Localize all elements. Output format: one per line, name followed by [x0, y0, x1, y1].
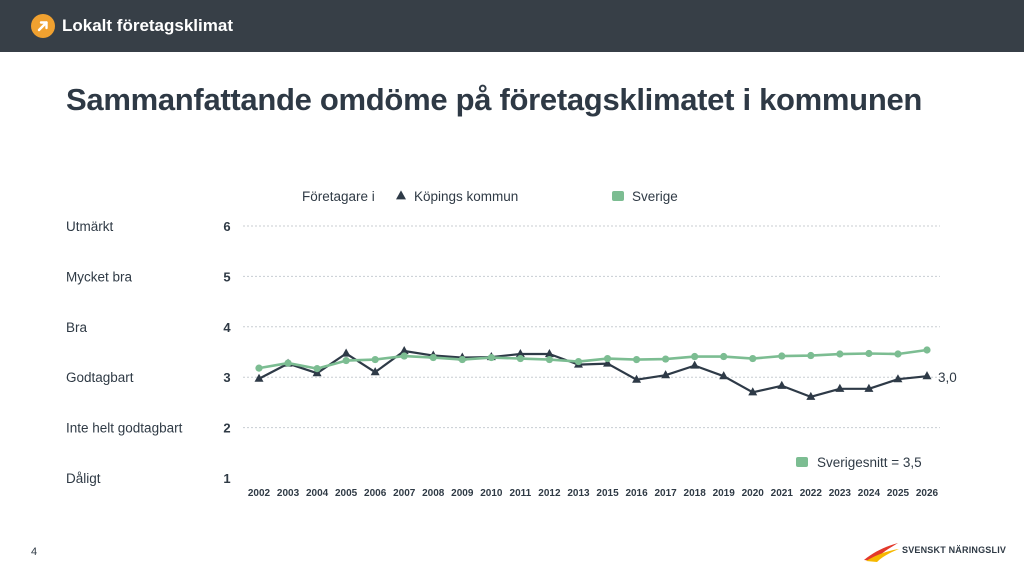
- x-tick-label: 2020: [742, 488, 765, 499]
- y-tick-label: 1: [223, 471, 230, 486]
- legend-prefix: Företagare i: [302, 189, 375, 204]
- page-number: 4: [31, 546, 38, 558]
- data-point-kommun: [661, 370, 671, 379]
- reference-label: Sverigesnitt = 3,5: [817, 455, 922, 470]
- x-tick-label: 2012: [538, 488, 561, 499]
- y-tick-label: 2: [223, 421, 230, 436]
- data-point-sverige: [603, 354, 612, 363]
- data-point-kommun: [893, 374, 903, 383]
- x-tick-label: 2017: [654, 488, 677, 499]
- x-tick-label: 2013: [567, 488, 590, 499]
- data-point-sverige: [778, 352, 786, 360]
- y-category-label: Dåligt: [66, 471, 101, 486]
- data-point-sverige: [865, 349, 873, 358]
- x-tick-label: 2019: [713, 488, 736, 499]
- data-point-sverige: [516, 354, 524, 363]
- x-tick-label: 2004: [306, 488, 329, 499]
- data-point-sverige: [487, 353, 495, 362]
- x-tick-label: 2008: [422, 488, 445, 499]
- data-point-sverige: [923, 346, 931, 354]
- brand-name: SVENSKT NÄRINGSLIV: [902, 545, 1007, 555]
- x-tick-label: 2022: [800, 488, 823, 499]
- x-tick-label: 2018: [684, 488, 707, 499]
- data-point-sverige: [400, 352, 408, 360]
- x-tick-label: 2026: [916, 488, 939, 499]
- data-point-kommun: [544, 348, 554, 358]
- data-point-sverige: [662, 355, 670, 363]
- data-point-kommun: [922, 371, 932, 380]
- reference-marker: [796, 457, 808, 467]
- data-point-kommun: [806, 391, 816, 400]
- swoosh-logo-icon: [864, 543, 899, 562]
- legend-label-sverige: Sverige: [632, 189, 678, 204]
- x-tick-label: 2015: [596, 488, 619, 499]
- brand-logo: SVENSKT NÄRINGSLIV: [862, 540, 1012, 564]
- series-line-kommun: [258, 349, 928, 398]
- data-point-sverige: [836, 350, 844, 358]
- legend-marker-kommun: [396, 190, 406, 200]
- data-point-sverige: [691, 352, 699, 361]
- data-point-sverige: [894, 350, 902, 358]
- y-category-label: Bra: [66, 320, 88, 335]
- y-category-label: Utmärkt: [66, 219, 113, 234]
- y-category-label: Inte helt godtagbart: [66, 421, 183, 436]
- y-category-label: Godtagbart: [66, 370, 134, 385]
- legend-label-kommun: Köpings kommun: [414, 189, 518, 204]
- data-point-kommun: [719, 371, 729, 380]
- app-title: Lokalt företagsklimat: [62, 16, 233, 35]
- x-tick-label: 2021: [771, 488, 794, 499]
- y-tick-label: 3: [223, 370, 230, 385]
- data-point-sverige: [342, 356, 350, 365]
- data-point-sverige: [545, 355, 554, 364]
- data-point-kommun: [515, 348, 525, 358]
- data-point-kommun: [341, 348, 351, 357]
- data-point-sverige: [720, 352, 728, 361]
- x-tick-label: 2009: [451, 488, 474, 499]
- data-point-kommun: [777, 380, 787, 389]
- data-point-kommun: [399, 345, 409, 355]
- y-category-label: Mycket bra: [66, 269, 133, 284]
- data-point-sverige: [458, 355, 466, 364]
- arrow-up-right-icon: [31, 14, 55, 38]
- x-tick-label: 2016: [625, 488, 648, 499]
- data-point-sverige: [255, 364, 263, 372]
- series-line-sverige: [258, 348, 928, 370]
- y-tick-label: 5: [223, 269, 230, 284]
- page-title: Sammanfattande omdöme på företagsklimate…: [66, 82, 923, 117]
- data-point-kommun: [835, 383, 845, 392]
- data-point-kommun: [254, 373, 264, 382]
- data-point-kommun: [603, 358, 613, 367]
- data-point-kommun: [370, 367, 380, 376]
- x-tick-label: 2011: [510, 488, 532, 499]
- end-value-label: 3,0: [938, 370, 957, 385]
- x-tick-label: 2025: [887, 488, 910, 499]
- data-point-sverige: [807, 351, 815, 360]
- data-point-sverige: [284, 359, 292, 367]
- x-tick-label: 2006: [364, 488, 387, 499]
- x-tick-label: 2003: [277, 488, 300, 499]
- data-point-sverige: [749, 354, 757, 363]
- x-tick-label: 2010: [480, 488, 503, 499]
- y-tick-label: 4: [223, 320, 231, 335]
- data-point-kommun: [632, 374, 642, 383]
- data-point-kommun: [690, 360, 700, 369]
- data-point-sverige: [429, 353, 437, 362]
- x-tick-label: 2002: [248, 488, 271, 499]
- x-tick-label: 2023: [829, 488, 852, 499]
- data-point-sverige: [574, 357, 583, 366]
- x-tick-label: 2024: [858, 488, 881, 499]
- x-tick-label: 2005: [335, 488, 358, 499]
- x-tick-label: 2007: [393, 488, 416, 499]
- header-bar: Lokalt företagsklimat: [0, 0, 1024, 52]
- data-point-sverige: [313, 365, 321, 373]
- y-tick-label: 6: [223, 219, 230, 234]
- legend-marker-sverige: [612, 191, 624, 201]
- data-point-sverige: [371, 355, 379, 364]
- data-point-kommun: [864, 383, 874, 392]
- data-point-sverige: [632, 355, 641, 364]
- data-point-kommun: [748, 387, 758, 396]
